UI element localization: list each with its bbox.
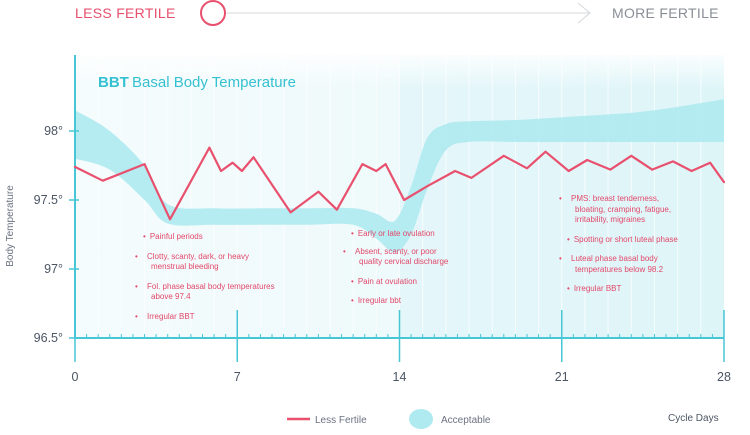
- x-tick-label: 7: [234, 370, 241, 384]
- annotation-item: Luteal phase basal body temperatures bel…: [571, 254, 664, 274]
- annotation-item: Irregular BBT: [147, 311, 195, 321]
- annotation-group-ovulation: •Early or late ovulation •Absent, scanty…: [343, 229, 449, 305]
- x-tick-label: 14: [393, 370, 407, 384]
- annotation-item: Pain at ovulation: [357, 276, 417, 286]
- chart-title-prefix: BBT: [98, 74, 129, 91]
- vertical-gridlines: [97, 55, 702, 338]
- acceptable-band: [75, 99, 724, 253]
- legend-label-acceptable: Acceptable: [441, 415, 491, 426]
- annotation-item: Clotty, scanty, dark, or heavy menstrual…: [147, 251, 249, 272]
- annotation-item: Spotting or short luteal phase: [573, 234, 678, 244]
- annotation-item: Early or late ovulation: [357, 229, 435, 238]
- annotation-group-luteal: •PMS: breast tenderness, bloating, cramp…: [559, 194, 678, 293]
- annotation-item: Fol. phase basal body temperatures above…: [147, 281, 275, 302]
- annotation-item: Irregular BBT: [573, 284, 622, 293]
- y-tick-label: 98°: [44, 124, 63, 138]
- x-tick-label: 21: [555, 370, 569, 384]
- y-tick-label: 97.5°: [34, 193, 63, 207]
- chart-title: Basal Body Temperature: [132, 74, 296, 91]
- y-tick-marks: [69, 130, 79, 339]
- y-axis-label: Body Temperature: [5, 185, 16, 267]
- legend-band-swatch: [409, 409, 433, 429]
- legend-label-less-fertile: Less Fertile: [315, 415, 367, 426]
- more-fertile-label: MORE FERTILE: [612, 5, 719, 21]
- y-tick-label: 97°: [44, 262, 63, 276]
- less-fertile-label: LESS FERTILE: [75, 5, 176, 21]
- annotation-item: PMS: breast tenderness, bloating, crampi…: [571, 194, 672, 224]
- annotation-item: Irregular bbt: [357, 296, 401, 305]
- y-tick-label: 96.5°: [34, 331, 63, 345]
- x-tick-label: 0: [72, 370, 79, 384]
- series-less-fertile-line: [73, 146, 726, 221]
- fertility-indicator-circle[interactable]: [200, 0, 226, 26]
- annotation-group-follicular: •Painful periods •Clotty, scanty, dark, …: [135, 232, 275, 321]
- arrow-right-icon: [577, 2, 591, 24]
- annotation-item: Absent, scanty, or poor quality cervical…: [355, 246, 449, 267]
- x-axis-label: Cycle Days: [668, 413, 719, 424]
- x-tick-label: 28: [717, 370, 731, 384]
- annotation-item: Painful periods: [149, 232, 203, 241]
